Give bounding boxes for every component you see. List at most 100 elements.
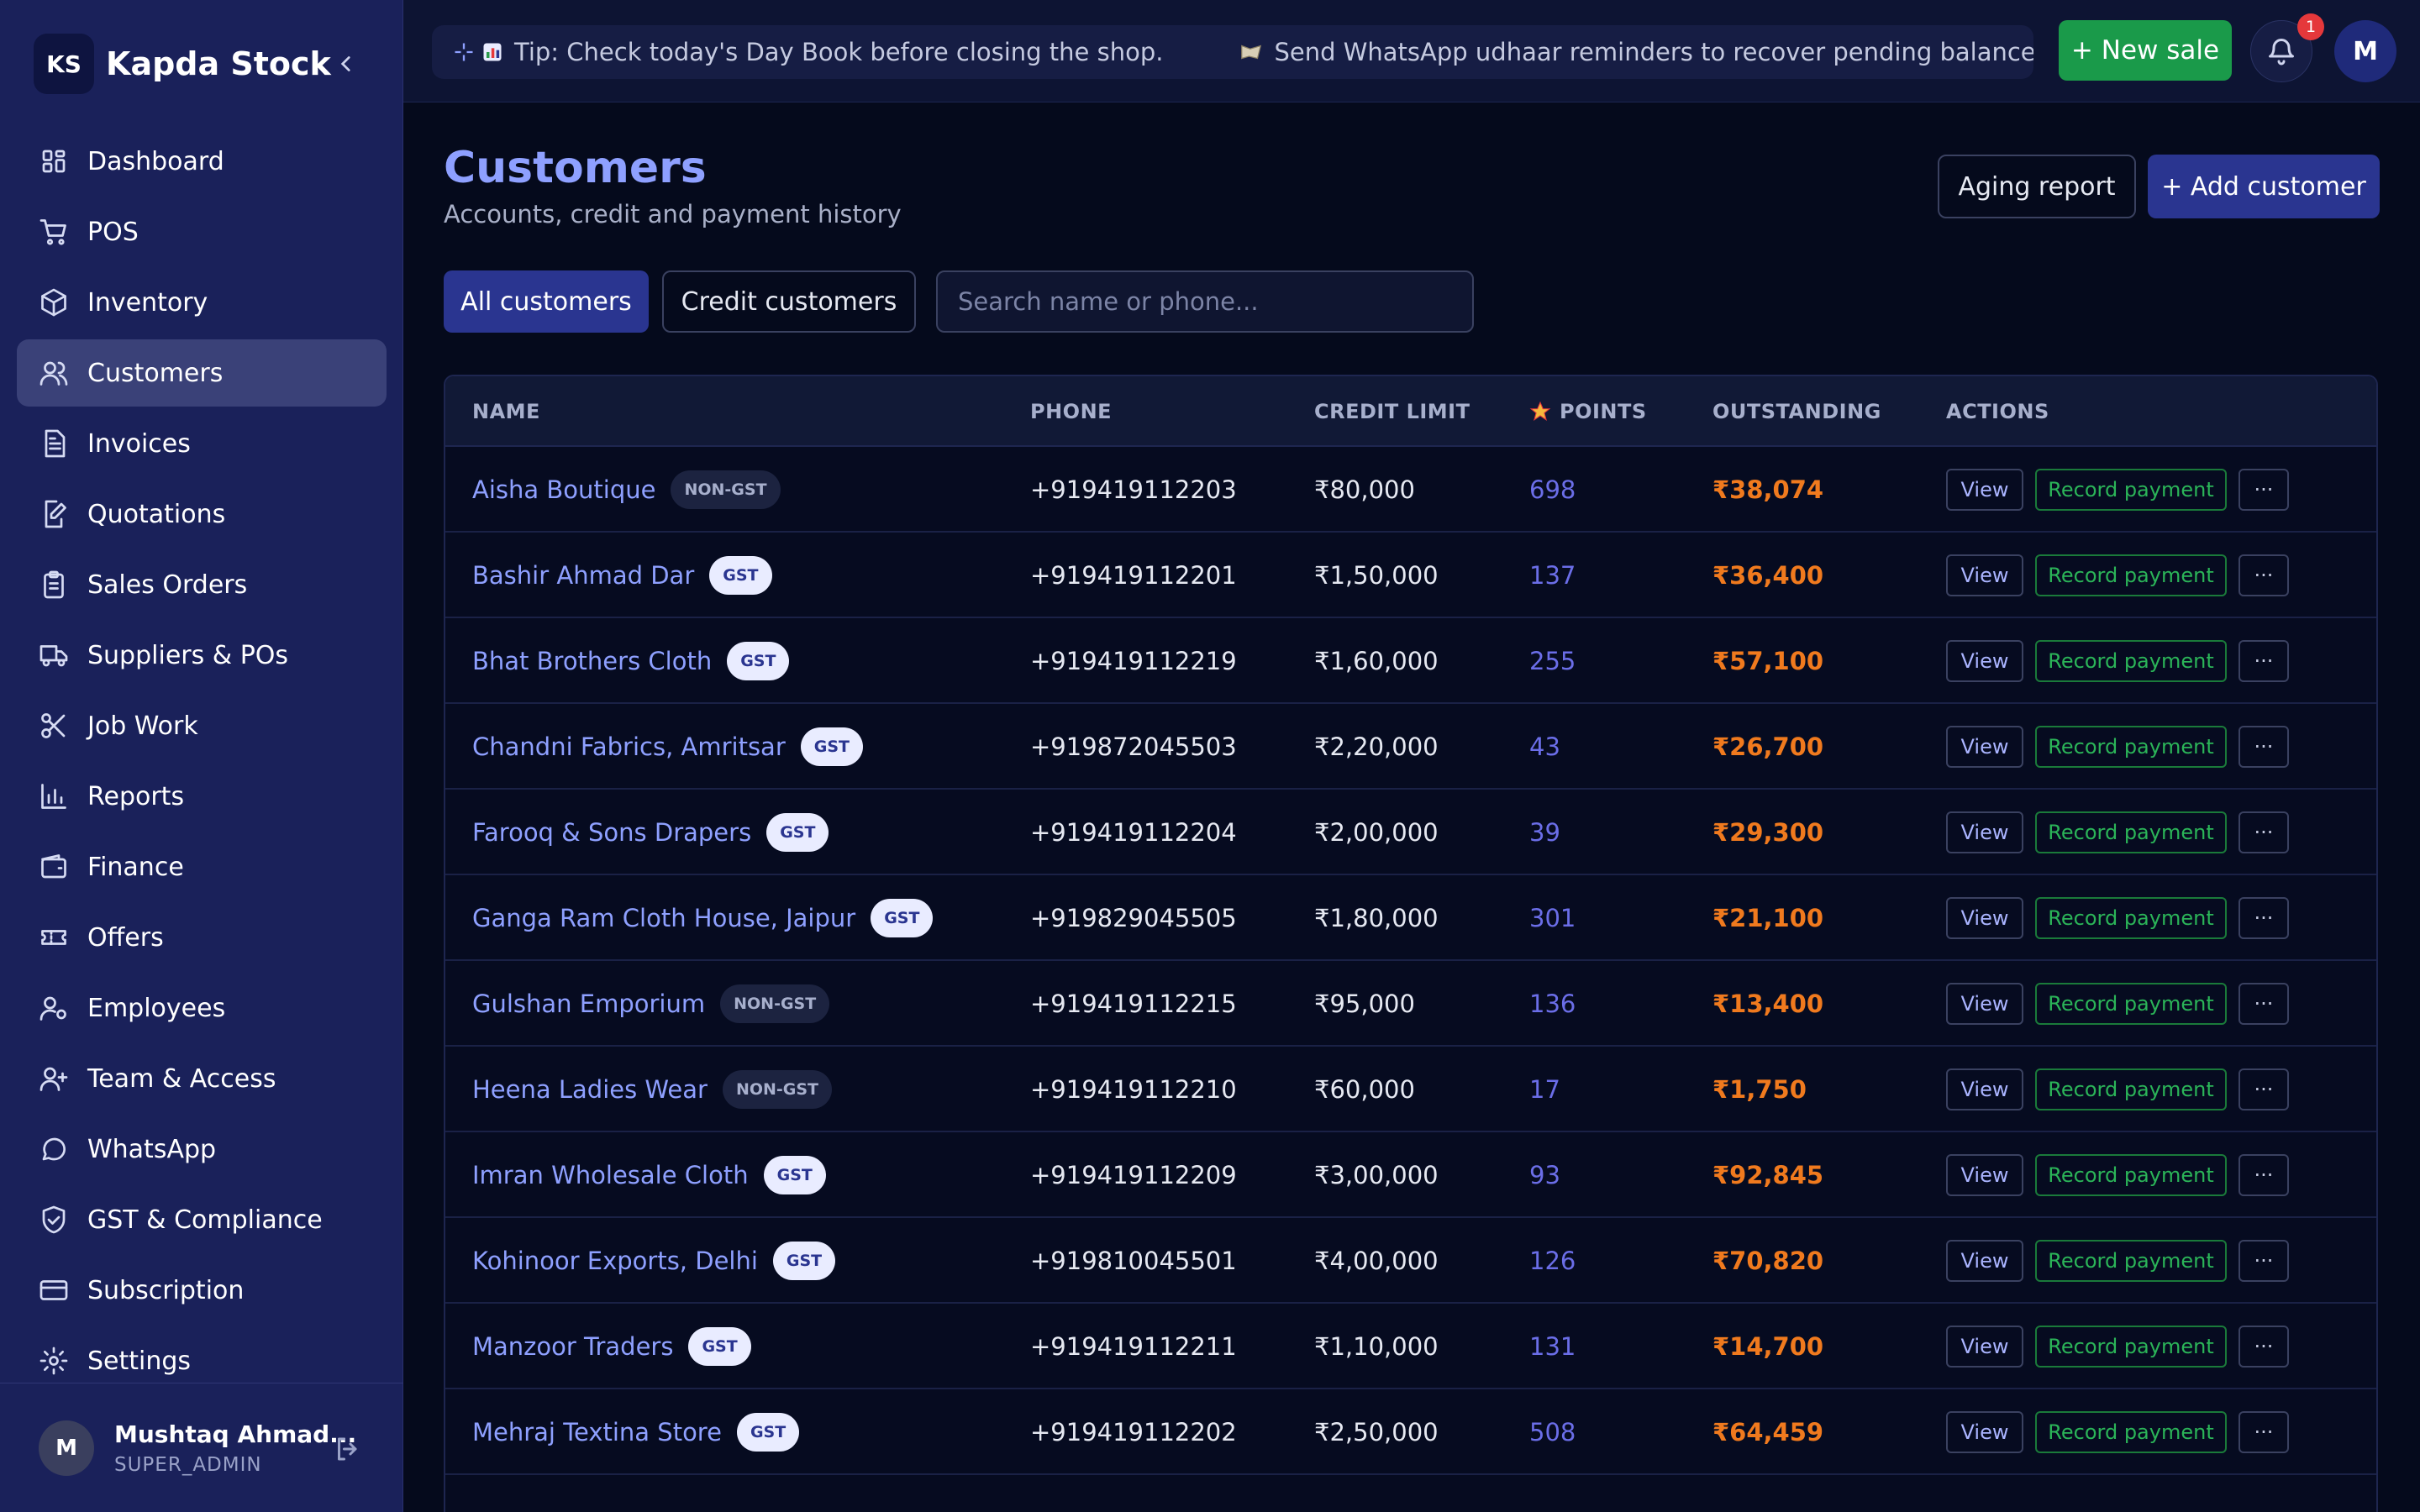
customer-name-link[interactable]: Imran Wholesale Cloth <box>472 1161 749 1189</box>
customer-name-link[interactable]: Kohinoor Exports, Delhi <box>472 1247 758 1275</box>
customer-name-link[interactable]: Bashir Ahmad Dar <box>472 561 695 590</box>
sidebar-item-label: Dashboard <box>87 146 224 176</box>
record-payment-button[interactable]: Record payment <box>2035 1154 2227 1196</box>
customer-name-link[interactable]: Aisha Boutique <box>472 475 656 504</box>
customer-name-link[interactable]: Mehraj Textina Store <box>472 1418 722 1446</box>
column-header-phone[interactable]: PHONE <box>1030 400 1113 423</box>
view-button[interactable]: View <box>1946 811 2023 853</box>
more-actions-button[interactable]: ··· <box>2238 554 2289 596</box>
new-sale-button[interactable]: + New sale <box>2059 20 2232 81</box>
column-header-points-wrap[interactable]: POINTS <box>1529 400 1647 423</box>
sidebar-item-label: Invoices <box>87 428 191 459</box>
column-header-credit-limit[interactable]: CREDIT LIMIT <box>1314 400 1470 423</box>
sidebar-item-finance[interactable]: Finance <box>17 833 387 900</box>
record-payment-button[interactable]: Record payment <box>2035 640 2227 682</box>
customer-name-link[interactable]: Heena Ladies Wear <box>472 1075 708 1104</box>
aging-report-button[interactable]: Aging report <box>1938 155 2136 218</box>
sidebar-item-dashboard[interactable]: Dashboard <box>17 128 387 195</box>
column-header-name[interactable]: NAME <box>472 400 540 423</box>
view-button[interactable]: View <box>1946 1154 2023 1196</box>
view-button[interactable]: View <box>1946 1411 2023 1453</box>
more-actions-button[interactable]: ··· <box>2238 1411 2289 1453</box>
sidebar-item-offers[interactable]: Offers <box>17 904 387 971</box>
table-row[interactable]: Manzoor Traders GST +919419112211 ₹1,10,000… <box>445 1304 2376 1389</box>
collapse-sidebar-button[interactable] <box>329 47 363 81</box>
view-button[interactable]: View <box>1946 1068 2023 1110</box>
sidebar-item-team-access[interactable]: Team & Access <box>17 1045 387 1112</box>
view-button[interactable]: View <box>1946 469 2023 511</box>
record-payment-button[interactable]: Record payment <box>2035 1326 2227 1368</box>
table-row[interactable]: Chandni Fabrics, Amritsar GST +91987204550… <box>445 704 2376 790</box>
view-button[interactable]: View <box>1946 1326 2023 1368</box>
sidebar-item-settings[interactable]: Settings <box>17 1327 387 1394</box>
view-button[interactable]: View <box>1946 726 2023 768</box>
sidebar-item-whatsapp[interactable]: WhatsApp <box>17 1116 387 1183</box>
column-header-outstanding[interactable]: OUTSTANDING <box>1712 400 1881 423</box>
record-payment-button[interactable]: Record payment <box>2035 1068 2227 1110</box>
sidebar-item-customers[interactable]: Customers <box>17 339 387 407</box>
table-row[interactable]: Kohinoor Exports, Delhi GST +919810045501 ₹… <box>445 1218 2376 1304</box>
sidebar-item-invoices[interactable]: Invoices <box>17 410 387 477</box>
record-payment-button[interactable]: Record payment <box>2035 726 2227 768</box>
more-actions-button[interactable]: ··· <box>2238 1240 2289 1282</box>
table-row[interactable]: Farooq & Sons Drapers GST +919419112204 ₹2,… <box>445 790 2376 875</box>
more-actions-button[interactable]: ··· <box>2238 897 2289 939</box>
sidebar-item-quotations[interactable]: Quotations <box>17 480 387 548</box>
record-payment-button[interactable]: Record payment <box>2035 1240 2227 1282</box>
table-row[interactable]: Ganga Ram Cloth House, Jaipur GST +9198290… <box>445 875 2376 961</box>
record-payment-button[interactable]: Record payment <box>2035 897 2227 939</box>
record-payment-button[interactable]: Record payment <box>2035 1411 2227 1453</box>
view-button[interactable]: View <box>1946 554 2023 596</box>
sidebar-item-gst-compliance[interactable]: GST & Compliance <box>17 1186 387 1253</box>
sidebar-item-inventory[interactable]: Inventory <box>17 269 387 336</box>
tab-credit-customers[interactable]: Credit customers <box>662 270 916 333</box>
record-payment-button[interactable]: Record payment <box>2035 983 2227 1025</box>
record-payment-button[interactable]: Record payment <box>2035 811 2227 853</box>
view-button[interactable]: View <box>1946 897 2023 939</box>
more-actions-button[interactable]: ··· <box>2238 640 2289 682</box>
view-button[interactable]: View <box>1946 640 2023 682</box>
user-name: Mushtaq Ahmad... <box>114 1420 357 1448</box>
table-row[interactable]: Heena Ladies Wear NON-GST +919419112210 ₹60… <box>445 1047 2376 1132</box>
sidebar-item-employees[interactable]: Employees <box>17 974 387 1042</box>
sidebar-item-sales-orders[interactable]: Sales Orders <box>17 551 387 618</box>
table-row[interactable]: Bhat Brothers Cloth GST +919419112219 ₹1,60… <box>445 618 2376 704</box>
view-button[interactable]: View <box>1946 983 2023 1025</box>
view-button[interactable]: View <box>1946 1240 2023 1282</box>
table-row[interactable]: Imran Wholesale Cloth GST +919419112209 ₹3,… <box>445 1132 2376 1218</box>
table-row[interactable]: Mehraj Textina Store GST +919419112202 ₹2,5… <box>445 1389 2376 1475</box>
more-actions-button[interactable]: ··· <box>2238 811 2289 853</box>
topbar: Tip: Check today's Day Book before closi… <box>403 0 2420 102</box>
customer-name-link[interactable]: Chandni Fabrics, Amritsar <box>472 732 786 761</box>
sidebar-item-pos[interactable]: POS <box>17 198 387 265</box>
customer-name-link[interactable]: Gulshan Emporium <box>472 990 706 1018</box>
tab-all-customers[interactable]: All customers <box>444 270 649 333</box>
sidebar-item-subscription[interactable]: Subscription <box>17 1257 387 1324</box>
more-actions-button[interactable]: ··· <box>2238 726 2289 768</box>
customer-name-link[interactable]: Ganga Ram Cloth House, Jaipur <box>472 904 856 932</box>
table-row[interactable]: Aisha Boutique NON-GST +919419112203 ₹80,00… <box>445 447 2376 533</box>
more-actions-button[interactable]: ··· <box>2238 1068 2289 1110</box>
table-row[interactable]: Bashir Ahmad Dar GST +919419112201 ₹1,50,00… <box>445 533 2376 618</box>
profile-avatar[interactable]: M <box>2334 20 2396 82</box>
table-row[interactable]: Gulshan Emporium NON-GST +919419112215 ₹95,… <box>445 961 2376 1047</box>
search-input[interactable] <box>936 270 1474 333</box>
more-actions-button[interactable]: ··· <box>2238 1154 2289 1196</box>
sidebar-item-reports[interactable]: Reports <box>17 763 387 830</box>
brand[interactable]: KS Kapda Stock <box>34 30 331 97</box>
more-actions-button[interactable]: ··· <box>2238 1326 2289 1368</box>
actions-cell: View Record payment ··· <box>1946 1240 2301 1282</box>
customer-name-link[interactable]: Farooq & Sons Drapers <box>472 818 752 847</box>
logout-button[interactable] <box>333 1434 366 1467</box>
more-actions-button[interactable]: ··· <box>2238 983 2289 1025</box>
customer-name-cell: Mehraj Textina Store GST <box>472 1413 800 1452</box>
avatar[interactable]: M <box>39 1420 94 1476</box>
add-customer-button[interactable]: + Add customer <box>2148 155 2380 218</box>
customer-name-link[interactable]: Bhat Brothers Cloth <box>472 647 713 675</box>
record-payment-button[interactable]: Record payment <box>2035 554 2227 596</box>
sidebar-item-suppliers-pos[interactable]: Suppliers & POs <box>17 622 387 689</box>
record-payment-button[interactable]: Record payment <box>2035 469 2227 511</box>
customer-name-link[interactable]: Manzoor Traders <box>472 1332 674 1361</box>
sidebar-item-job-work[interactable]: Job Work <box>17 692 387 759</box>
more-actions-button[interactable]: ··· <box>2238 469 2289 511</box>
